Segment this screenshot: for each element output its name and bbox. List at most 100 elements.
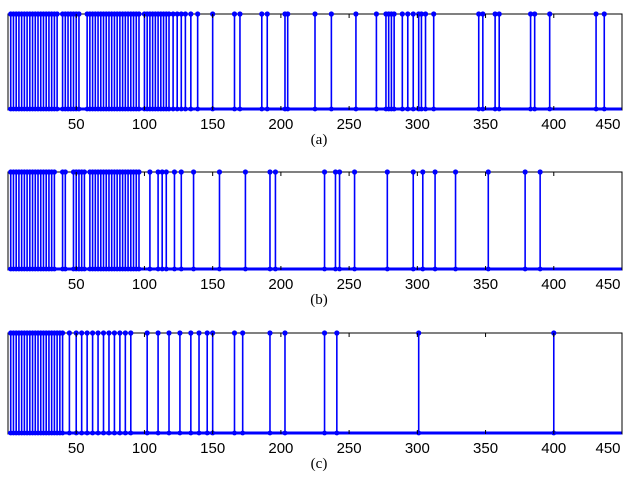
stem-marker-top <box>537 169 543 175</box>
stem-marker-bottom <box>54 106 60 112</box>
stem-marker-top <box>89 330 96 336</box>
x-tick-label: 400 <box>541 440 566 457</box>
stem-marker-bottom <box>188 106 194 112</box>
panel-b: 50 100 150 200 250 300 350 400 450 (b) <box>7 169 623 308</box>
stem-marker-bottom <box>522 266 528 272</box>
stem-marker-bottom <box>67 430 72 436</box>
stem-marker-top <box>190 169 197 175</box>
stem-marker-top <box>144 330 150 336</box>
stem-marker-bottom <box>136 266 142 272</box>
stem-marker-top <box>196 330 202 336</box>
x-tick-label: 150 <box>200 276 225 293</box>
stem-marker-bottom <box>178 106 184 112</box>
stem-marker-bottom <box>352 266 357 272</box>
stem-marker-bottom <box>122 430 128 436</box>
stem-marker-bottom <box>240 430 246 436</box>
stem-marker-bottom <box>399 106 405 112</box>
x-tick-label: 50 <box>68 276 85 293</box>
stem-marker-top <box>405 11 411 17</box>
stem-marker-top <box>170 11 176 17</box>
stem-marker-top <box>272 169 279 175</box>
stem-marker-bottom <box>172 266 177 272</box>
panel-a: 50 100 150 200 250 300 350 400 450 (a) <box>7 11 623 148</box>
stem-marker-top <box>332 169 339 175</box>
stem-marker-top <box>171 169 178 175</box>
stem-marker-top <box>204 330 210 336</box>
stem-marker-top <box>452 169 459 175</box>
stem-marker-bottom <box>384 266 390 272</box>
stem-marker-bottom <box>136 106 142 112</box>
stem-marker-bottom <box>532 106 538 112</box>
stem-marker-bottom <box>106 430 112 436</box>
stem-marker-bottom <box>232 430 237 436</box>
x-tick-label: 200 <box>268 440 293 457</box>
x-tick-label: 350 <box>473 116 498 133</box>
stem-marker-bottom <box>90 430 95 436</box>
stem-marker-bottom <box>423 106 428 112</box>
stem-marker-bottom <box>374 106 379 112</box>
stem-marker-top <box>418 11 425 17</box>
stem-marker-bottom <box>177 430 183 436</box>
axes-box <box>7 332 623 435</box>
x-tick-label: 200 <box>268 116 293 133</box>
stem-marker-bottom <box>496 106 502 112</box>
stem-marker-top <box>373 11 379 17</box>
stem-marker-bottom <box>243 266 248 272</box>
stem-marker-top <box>188 11 194 17</box>
x-tick-label: 450 <box>595 276 620 293</box>
stem-marker-top <box>496 11 502 17</box>
stem-marker-top <box>240 330 246 336</box>
stem-marker-bottom <box>285 106 291 112</box>
stem-marker-top <box>328 11 334 17</box>
stem-marker-top <box>351 169 358 175</box>
stem-marker-top <box>59 330 66 336</box>
stem-marker-bottom <box>322 266 327 272</box>
stem-marker-top <box>476 11 482 17</box>
stem-marker-top <box>399 11 405 17</box>
stem-marker-bottom <box>62 266 68 272</box>
x-tick-label: 50 <box>68 440 85 457</box>
stem-marker-bottom <box>485 266 491 272</box>
stem-marker-bottom <box>188 430 194 436</box>
stem-marker-bottom <box>264 106 270 112</box>
stem-marker-bottom <box>312 106 318 112</box>
stem-marker-top <box>111 330 118 336</box>
x-tick-label: 400 <box>541 276 566 293</box>
stem-marker-bottom <box>237 106 243 112</box>
x-tick-label: 150 <box>200 116 225 133</box>
stem-marker-top <box>334 330 340 336</box>
stem-marker-top <box>321 169 328 175</box>
stem-marker-top <box>155 330 161 336</box>
stem-marker-top <box>384 169 390 175</box>
x-tick-label: 350 <box>473 440 498 457</box>
stem-marker-bottom <box>476 106 482 112</box>
stem-marker-bottom <box>79 430 85 436</box>
stem-marker-top <box>117 330 123 336</box>
stem-marker-top <box>410 169 416 175</box>
stem-marker-top <box>231 11 238 17</box>
stem-marker-bottom <box>178 266 184 272</box>
stem-marker-top <box>231 330 238 336</box>
stem-marker-bottom <box>60 430 65 436</box>
stem-marker-bottom <box>101 430 106 436</box>
x-tick-label: 450 <box>595 440 620 457</box>
stem-marker-bottom <box>282 430 288 436</box>
stem-marker-bottom <box>480 106 486 112</box>
stem-marker-top <box>532 11 538 17</box>
stem-marker-top <box>216 169 223 175</box>
stem-marker-top <box>422 11 429 17</box>
stem-marker-top <box>84 330 90 336</box>
stem-marker-top <box>76 11 82 17</box>
stem-marker-top <box>178 169 184 175</box>
stem-marker-bottom <box>82 266 87 272</box>
stem-marker-bottom <box>144 430 150 436</box>
x-tick-label: 100 <box>132 116 157 133</box>
x-tick-label: 300 <box>405 116 430 133</box>
stem-marker-top <box>267 169 273 175</box>
panel-c: 50 100 150 200 250 300 350 400 450 (c) <box>7 330 623 472</box>
stem-marker-top <box>159 169 165 175</box>
stem-marker-top <box>210 11 216 17</box>
stem-marker-bottom <box>353 106 359 112</box>
stem-marker-bottom <box>337 266 342 272</box>
